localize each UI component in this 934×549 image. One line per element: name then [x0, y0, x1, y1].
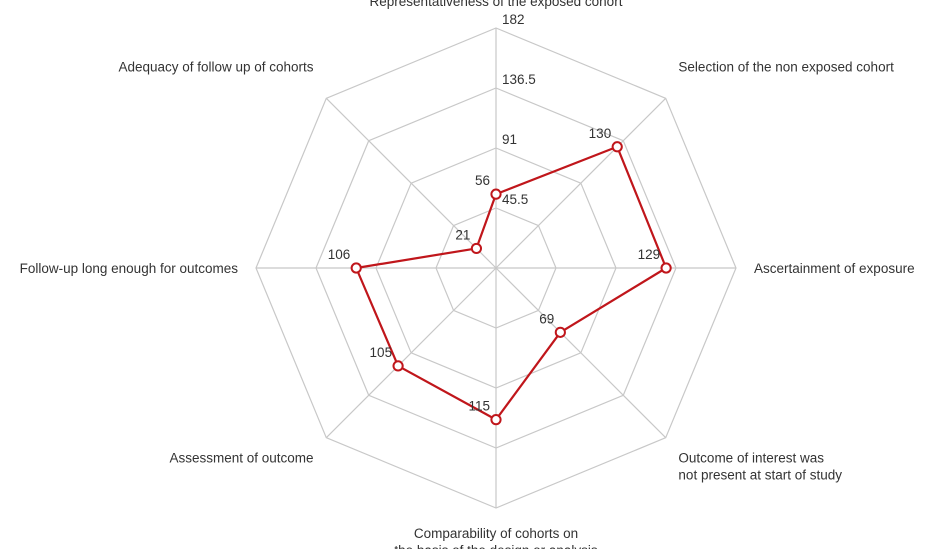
- axis-label: Selection of the non exposed cohort: [678, 60, 894, 75]
- data-label: 115: [468, 399, 490, 414]
- data-point: [611, 141, 623, 153]
- data-point: [470, 242, 483, 255]
- spoke-4: [495, 267, 667, 439]
- data-label: 129: [638, 247, 661, 262]
- axis-label: the basis of the design or analysis: [394, 543, 598, 549]
- tick-label: 91: [502, 132, 517, 147]
- data-label: 56: [475, 173, 490, 188]
- spoke-8: [325, 97, 497, 269]
- axis-label: not present at start of study: [678, 467, 842, 482]
- spoke-2: [495, 97, 667, 269]
- tick-label: 45.5: [502, 192, 528, 207]
- axis-labels: Representativeness of the exposed cohort…: [20, 0, 915, 549]
- axis-label: Representativeness of the exposed cohort: [370, 0, 623, 9]
- data-label: 106: [328, 247, 351, 262]
- axis-label: Assessment of outcome: [169, 450, 313, 465]
- axis-label: Comparability of cohorts on: [414, 526, 578, 541]
- data-point: [490, 188, 502, 200]
- spoke-6: [325, 267, 497, 439]
- axis-label: Outcome of interest was: [678, 450, 824, 465]
- axis-label: Adequacy of follow up of cohorts: [118, 60, 313, 75]
- data-point: [392, 360, 404, 372]
- data-point: [554, 326, 566, 338]
- tick-label: 182: [502, 12, 525, 27]
- data-label: 69: [539, 311, 554, 326]
- grid: [255, 27, 737, 509]
- axis-label: Ascertainment of exposure: [754, 261, 915, 276]
- data-label: 21: [455, 227, 470, 242]
- data-point: [490, 414, 502, 426]
- data-label: 105: [370, 345, 393, 360]
- data-point: [660, 262, 672, 274]
- data-point: [350, 262, 362, 274]
- radial-tick-labels: 45.5 91 136.5 182: [502, 12, 536, 207]
- data-label: 130: [589, 126, 612, 141]
- series: 56 130 129 69 115 105 106 21: [328, 126, 672, 426]
- tick-label: 136.5: [502, 72, 536, 87]
- axis-label: Follow-up long enough for outcomes: [20, 261, 239, 276]
